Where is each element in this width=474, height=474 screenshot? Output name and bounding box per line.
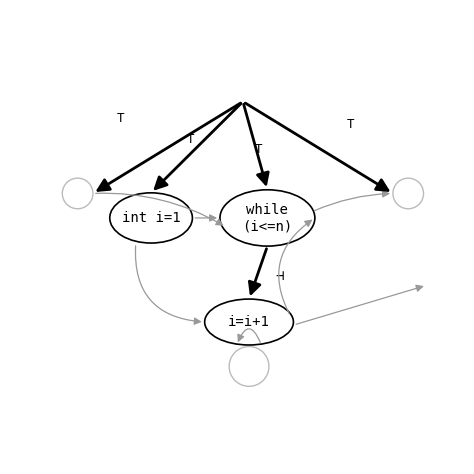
Text: int i=1: int i=1 (122, 211, 181, 225)
Text: T: T (255, 143, 262, 155)
Text: T: T (346, 118, 354, 131)
Text: T: T (117, 112, 124, 125)
Ellipse shape (110, 193, 192, 243)
Text: i=i+1: i=i+1 (228, 315, 270, 329)
Text: while
(i<=n): while (i<=n) (242, 203, 292, 233)
Text: ⊣: ⊣ (275, 269, 284, 283)
Ellipse shape (220, 190, 315, 246)
Ellipse shape (205, 299, 293, 345)
Text: T: T (187, 133, 195, 146)
